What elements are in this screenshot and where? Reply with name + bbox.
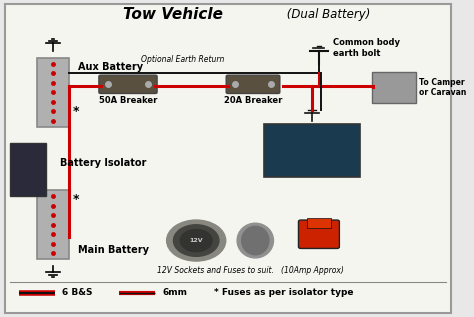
Circle shape: [173, 225, 219, 256]
Text: Common body
earth bolt: Common body earth bolt: [333, 38, 400, 58]
Text: 20A Breaker: 20A Breaker: [224, 96, 282, 105]
Text: Battery Isolator: Battery Isolator: [60, 158, 146, 168]
Text: To Camper
or Caravan: To Camper or Caravan: [419, 78, 466, 97]
FancyBboxPatch shape: [5, 4, 451, 313]
FancyBboxPatch shape: [37, 190, 69, 260]
Text: 12V Sockets and Fuses to suit.   (10Amp Approx): 12V Sockets and Fuses to suit. (10Amp Ap…: [157, 266, 344, 275]
FancyBboxPatch shape: [372, 72, 416, 103]
FancyBboxPatch shape: [264, 124, 360, 178]
Text: * Fuses as per isolator type: * Fuses as per isolator type: [214, 288, 354, 297]
Circle shape: [180, 230, 212, 252]
FancyBboxPatch shape: [37, 57, 69, 127]
Text: Optional Earth Return: Optional Earth Return: [141, 55, 224, 64]
FancyBboxPatch shape: [307, 218, 331, 228]
Text: 6 B&S: 6 B&S: [62, 288, 92, 297]
Ellipse shape: [237, 223, 273, 258]
Text: *: *: [73, 193, 79, 206]
Text: 12V: 12V: [190, 238, 203, 243]
Text: 6mm: 6mm: [162, 288, 187, 297]
Text: *: *: [73, 105, 79, 118]
FancyBboxPatch shape: [99, 75, 157, 94]
Text: Main Battery: Main Battery: [78, 245, 149, 255]
Text: Aux Battery: Aux Battery: [78, 62, 143, 72]
Ellipse shape: [242, 226, 269, 255]
FancyBboxPatch shape: [226, 75, 280, 94]
Circle shape: [167, 220, 226, 261]
Text: (Dual Battery): (Dual Battery): [283, 8, 370, 21]
FancyBboxPatch shape: [10, 143, 46, 196]
FancyBboxPatch shape: [299, 220, 339, 249]
Text: 50A Breaker: 50A Breaker: [99, 96, 157, 105]
Text: Tow Vehicle: Tow Vehicle: [123, 7, 223, 23]
